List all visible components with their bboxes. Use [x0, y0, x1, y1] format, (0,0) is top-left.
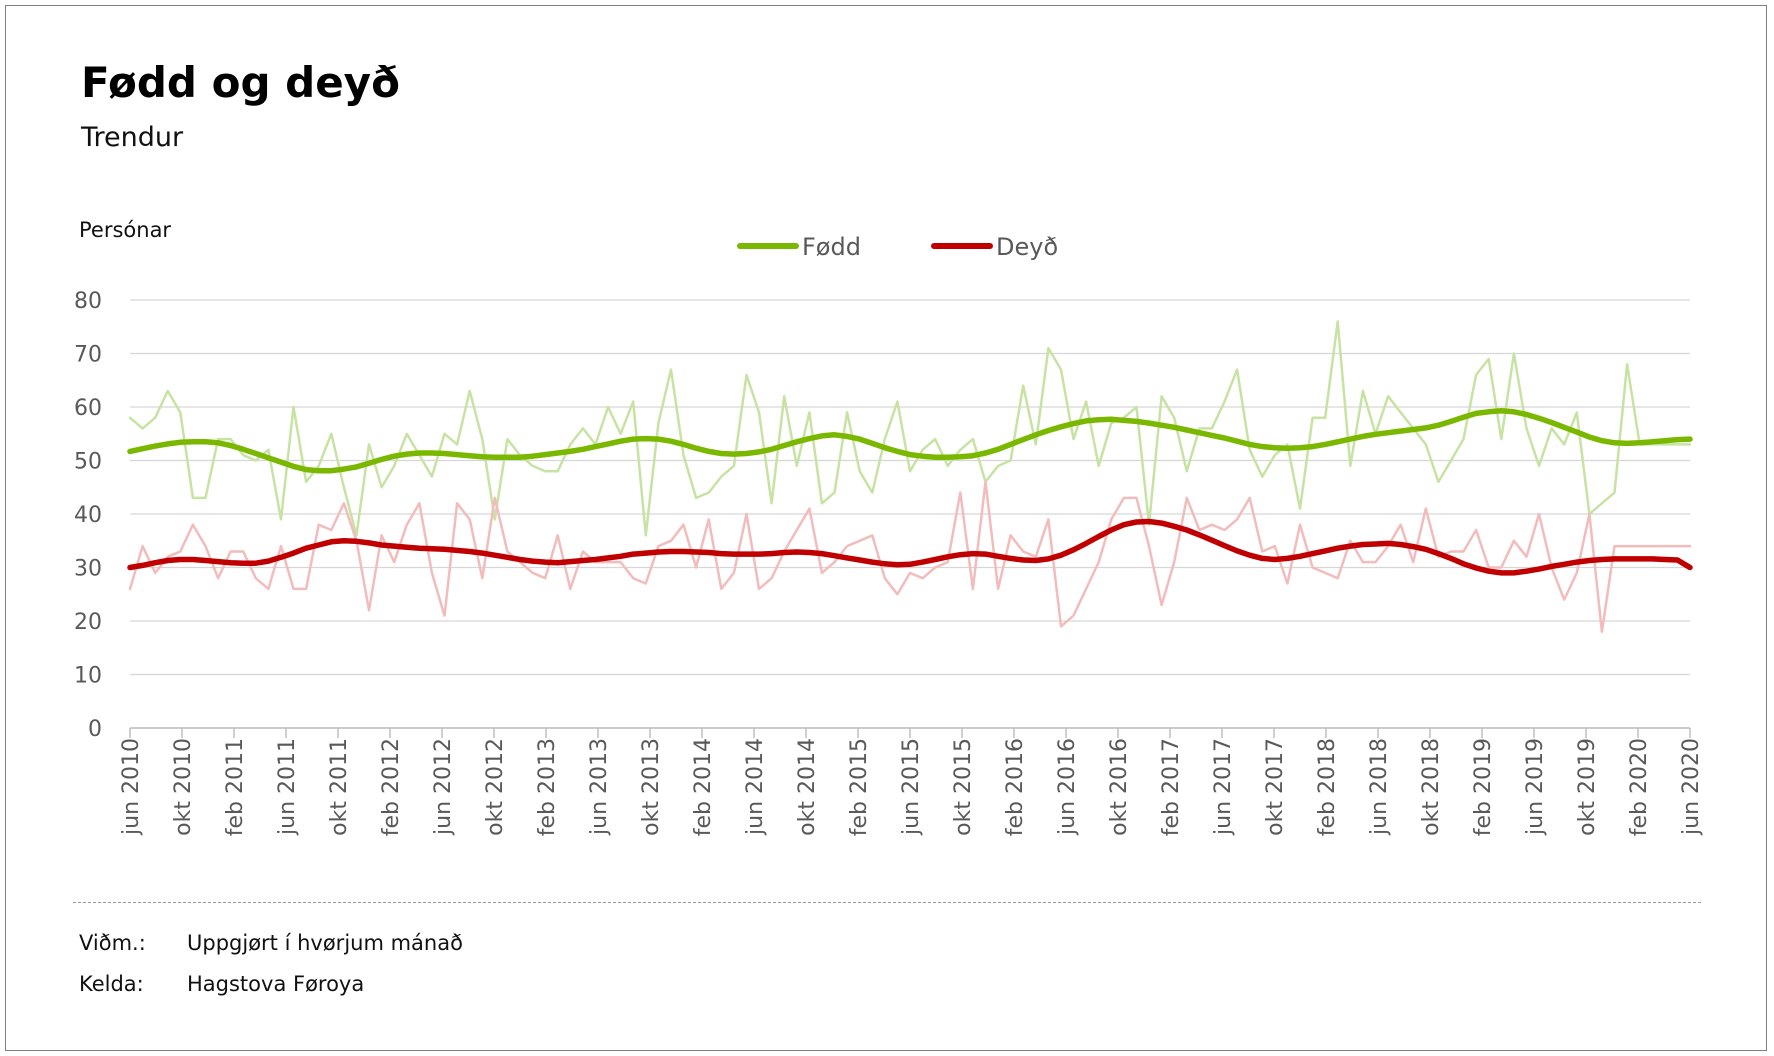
note-text: Uppgjørt í hvørjum mánað [187, 931, 463, 955]
x-tick-label: jun 2012 [431, 738, 456, 836]
y-tick-label: 20 [74, 610, 102, 635]
y-tick-label: 80 [74, 289, 102, 314]
x-tick-label: jun 2018 [1367, 738, 1392, 836]
footer-divider [73, 902, 1701, 903]
x-tick-label: okt 2016 [1107, 738, 1132, 836]
y-tick-label: 50 [74, 450, 102, 475]
y-axis-label: Persónar [79, 218, 171, 242]
legend-label-fodd: Fødd [802, 233, 861, 261]
x-tick-label: jun 2011 [275, 738, 300, 836]
x-tick-label: feb 2014 [691, 738, 716, 836]
series-line-fodd-trend [127, 407, 1693, 474]
x-tick-label: jun 2016 [1055, 738, 1080, 836]
y-tick-label: 0 [88, 717, 102, 742]
x-tick-label: okt 2011 [327, 738, 352, 836]
chart-subtitle: Trendur [81, 122, 184, 153]
y-tick-label: 70 [74, 343, 102, 368]
source-text: Hagstova Føroya [187, 972, 365, 996]
x-tick-label: jun 2020 [1679, 738, 1704, 836]
x-tick-label: feb 2012 [379, 738, 404, 836]
x-tick-label: feb 2018 [1315, 738, 1340, 836]
y-tick-label: 40 [74, 503, 102, 528]
x-tick-label: jun 2017 [1211, 738, 1236, 836]
x-tick-label: jun 2015 [899, 738, 924, 836]
x-tick-label: feb 2016 [1003, 738, 1028, 836]
y-axis: 0 10 20 30 40 50 60 70 80 [74, 289, 102, 742]
x-tick-label: feb 2020 [1627, 738, 1652, 836]
x-tick-label: okt 2012 [483, 738, 508, 836]
y-tick-label: 60 [74, 396, 102, 421]
chart-frame [5, 5, 1767, 1051]
x-tick-label: okt 2017 [1263, 738, 1288, 836]
note-label: Viðm.: [79, 931, 146, 955]
source-label: Kelda: [79, 972, 144, 996]
y-tick-label: 30 [74, 557, 102, 582]
legend-label-deyd: Deyð [996, 233, 1058, 261]
x-tick-label: okt 2014 [795, 738, 820, 836]
x-tick-label: feb 2017 [1159, 738, 1184, 836]
x-axis: jun 2010 okt 2010 feb 2011 jun 2011 okt 2011… [119, 727, 1704, 836]
series-line-deyd-monthly [128, 480, 1692, 633]
x-tick-label: feb 2019 [1471, 738, 1496, 836]
x-tick-label: jun 2010 [119, 738, 144, 836]
legend: Fødd Deyð [737, 233, 1058, 261]
x-tick-label: jun 2013 [587, 738, 612, 836]
x-tick-label: jun 2014 [743, 738, 768, 836]
x-tick-label: feb 2015 [847, 738, 872, 836]
x-tick-label: feb 2013 [535, 738, 560, 836]
series-line-deyd-trend [127, 518, 1693, 576]
chart-title: Fødd og deyð [81, 58, 400, 107]
x-tick-label: okt 2019 [1575, 738, 1600, 836]
x-tick-label: feb 2011 [223, 738, 248, 836]
x-tick-label: okt 2015 [951, 738, 976, 836]
x-tick-label: okt 2010 [171, 738, 196, 836]
gridlines [130, 299, 1690, 729]
x-tick-label: okt 2013 [639, 738, 664, 836]
y-tick-label: 10 [74, 664, 102, 689]
plot-area [127, 320, 1693, 633]
series-line-fodd-monthly [128, 320, 1692, 537]
x-tick-label: okt 2018 [1419, 738, 1444, 836]
x-tick-label: jun 2019 [1523, 738, 1548, 836]
